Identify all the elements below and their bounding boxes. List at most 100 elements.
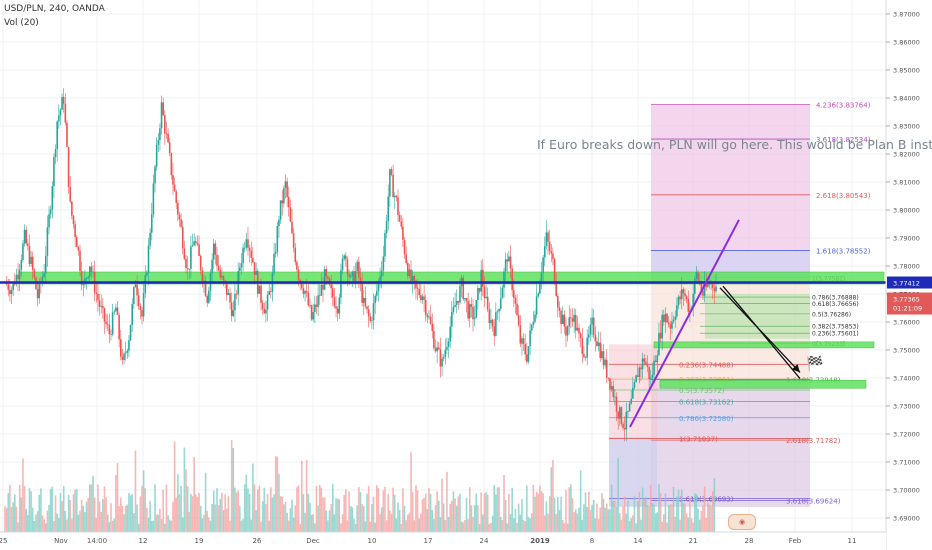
volume-bar: [41, 515, 44, 532]
candle-body: [552, 253, 554, 259]
volume-bar: [571, 498, 574, 532]
candle-body: [227, 293, 230, 295]
candle-body: [25, 229, 27, 244]
price-tick-label: 3.74000: [893, 375, 920, 383]
candle-body: [100, 305, 103, 307]
candle-body: [679, 296, 681, 300]
volume-bar: [690, 518, 693, 532]
candle-body: [366, 306, 368, 310]
candle-body: [563, 314, 566, 327]
candle-body: [379, 276, 381, 281]
candle-body: [654, 360, 657, 363]
candle-body: [607, 377, 610, 379]
volume-bar: [327, 520, 329, 532]
volume-bar: [694, 493, 696, 532]
volume-bar: [483, 493, 486, 532]
volume-bar: [253, 484, 256, 532]
candle-body: [310, 305, 313, 320]
volume-bar: [318, 484, 321, 532]
time-tick-label: 25: [0, 537, 7, 545]
candle-body: [692, 293, 694, 308]
candle-body: [589, 324, 592, 335]
volume-bar: [578, 507, 580, 532]
volume-bar: [4, 506, 6, 532]
volume-bar: [698, 519, 701, 532]
fib-ext-label: 3.618(3.82534): [816, 136, 871, 144]
volume-bar: [677, 489, 680, 532]
candle-body: [103, 308, 106, 322]
candle-body: [380, 270, 383, 277]
volume-bar: [31, 507, 34, 532]
volume-bar: [468, 487, 471, 532]
volume-bar: [361, 504, 363, 532]
fib-level-label: 1.618(3.69693): [679, 496, 734, 504]
volume-bar: [436, 491, 438, 532]
volume-bar: [144, 488, 147, 532]
candle-body: [188, 268, 191, 270]
candle-body: [534, 314, 536, 322]
candle-body: [410, 269, 412, 282]
candle-body: [539, 282, 541, 294]
volume-bar: [413, 520, 416, 532]
candle-body: [641, 358, 644, 370]
volume-bar: [465, 497, 468, 532]
volume-bar: [106, 514, 109, 532]
candle-body: [336, 308, 339, 314]
volume-bar: [359, 492, 362, 532]
candle-body: [643, 358, 646, 362]
volume-bar: [345, 489, 347, 532]
volume-bar: [124, 506, 127, 532]
candle-body: [715, 286, 717, 292]
volume-bar: [44, 523, 47, 532]
candle-body: [584, 357, 587, 358]
candle-body: [491, 319, 494, 327]
candle-body: [51, 186, 54, 210]
candle-body: [304, 291, 306, 294]
volume-bar: [402, 488, 404, 532]
candle-body: [54, 148, 57, 158]
volume-bar: [242, 519, 244, 532]
volume-bar: [366, 493, 368, 532]
candle-body: [521, 338, 523, 344]
fib-ret-box-lower: [609, 436, 657, 507]
volume-indicator-label: Vol (20): [4, 18, 39, 28]
candle-body: [653, 360, 655, 375]
candle-body: [371, 320, 373, 322]
volume-bar: [188, 511, 191, 532]
candle-body: [387, 196, 390, 222]
time-scale: [0, 532, 886, 550]
volume-bar: [491, 515, 494, 532]
volume-bar: [622, 506, 624, 532]
volume-bar: [214, 504, 217, 532]
volume-bar: [67, 494, 70, 532]
volume-bar: [61, 501, 63, 532]
volume-bar: [459, 493, 461, 532]
candle-body: [87, 276, 89, 279]
candle-body: [320, 284, 323, 296]
volume-bars: [4, 440, 716, 532]
candle-body: [82, 284, 85, 286]
volume-bar: [315, 486, 318, 532]
candle-body: [80, 271, 83, 285]
candle-body: [116, 307, 119, 315]
candle-body: [97, 294, 99, 301]
volume-bar: [196, 496, 199, 532]
volume-bar: [640, 519, 642, 532]
candle-body: [588, 334, 590, 338]
candle-body: [522, 338, 525, 345]
volume-bar: [511, 487, 513, 532]
volume-bar: [142, 470, 145, 532]
volume-bar: [579, 470, 582, 532]
candle-body: [211, 259, 213, 274]
volume-bar: [168, 519, 171, 532]
volume-bar: [88, 484, 91, 532]
volume-bar: [309, 502, 311, 532]
candle-body: [617, 411, 619, 419]
volume-bar: [676, 496, 678, 532]
volume-bar: [341, 514, 344, 532]
candle-body: [159, 128, 161, 140]
candle-body: [208, 290, 210, 303]
candle-body: [274, 251, 277, 254]
volume-bar: [279, 496, 282, 532]
